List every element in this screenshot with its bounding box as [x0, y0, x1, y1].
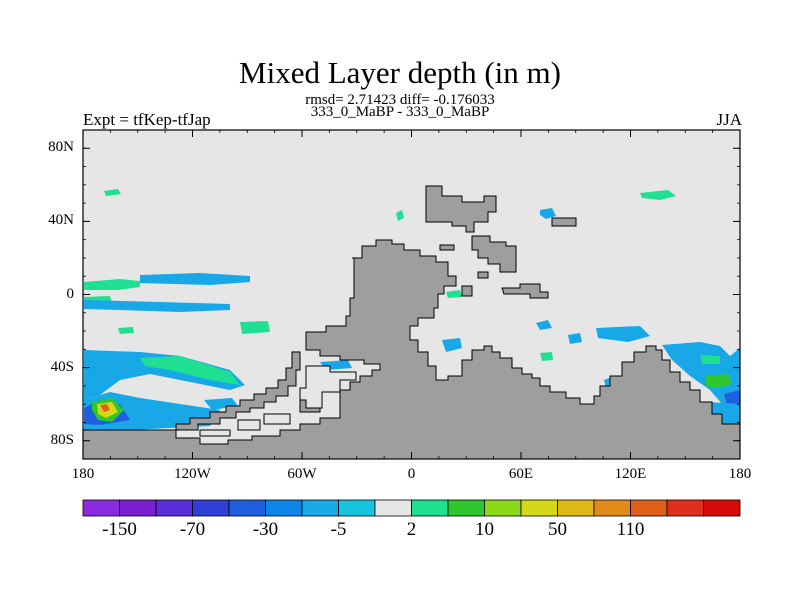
- anomaly-patch: [442, 338, 462, 352]
- x-tick-label: 120E: [614, 466, 647, 482]
- anomaly-patch: [540, 208, 556, 219]
- colorbar-label: 50: [548, 519, 567, 540]
- anomaly-patch: [540, 352, 553, 361]
- land-mass: [175, 351, 301, 431]
- plot-area: [82, 129, 741, 460]
- colorbar-box: [630, 499, 668, 517]
- anomaly-patch: [536, 320, 552, 330]
- land-mass: [461, 285, 473, 297]
- colorbar-label: -30: [252, 519, 279, 540]
- chart-title: Mixed Layer depth (in m): [239, 55, 561, 90]
- anomaly-patch: [640, 190, 676, 200]
- land-mass: [471, 235, 517, 273]
- land-mass: [477, 271, 489, 279]
- colorbar-box: [557, 499, 595, 517]
- chart-subtitle: 333_0_MaBP - 333_0_MaBP: [310, 104, 490, 120]
- x-tick-label: 120W: [174, 466, 211, 482]
- experiment-label: Expt = tfKep-tfJap: [83, 110, 211, 129]
- ocean-pocket: [263, 413, 291, 425]
- colorbar-box: [192, 499, 230, 517]
- colorbar-label: -150: [102, 519, 137, 540]
- colorbar-box: [520, 499, 558, 517]
- colorbar-label: -70: [179, 519, 206, 540]
- y-tick-label: 80N: [48, 139, 74, 156]
- y-tick-label: 40N: [48, 212, 74, 229]
- ocean-pocket: [299, 365, 357, 409]
- anomaly-patch: [84, 279, 140, 290]
- axis-ticks: [82, 129, 741, 460]
- colorbar-box: [411, 499, 449, 517]
- colorbar-box: [265, 499, 303, 517]
- colorbar-box: [301, 499, 339, 517]
- anomaly-patch: [118, 327, 134, 334]
- land-mass: [439, 244, 455, 251]
- anomaly-patch: [708, 402, 740, 428]
- colorbar-box: [228, 499, 266, 517]
- colorbar-box: [374, 499, 412, 517]
- colorbar-box: [338, 499, 376, 517]
- ocean-pocket: [237, 419, 261, 431]
- anomaly-patch: [140, 356, 240, 385]
- y-tick-label: 0: [66, 285, 75, 302]
- colorbar-label: 10: [475, 519, 494, 540]
- anomaly-patch: [706, 374, 732, 388]
- colorbar-box: [155, 499, 193, 517]
- x-tick-label: 180: [728, 466, 752, 482]
- anomaly-patch: [140, 273, 250, 285]
- season-label: JJA: [716, 110, 742, 129]
- anomaly-patch: [84, 300, 230, 312]
- colorbar-box: [447, 499, 485, 517]
- anomaly-patch: [84, 350, 245, 400]
- colorbar-box: [484, 499, 522, 517]
- land-mass: [82, 239, 741, 460]
- stats-line: rmsd= 2.71423 diff= -0.176033: [305, 92, 495, 108]
- x-tick-label: 60W: [287, 466, 317, 482]
- anomaly-patch: [662, 342, 740, 404]
- x-tick-label: 60E: [508, 466, 534, 482]
- land-mass: [551, 217, 577, 227]
- land-mass: [501, 283, 549, 299]
- colorbar-box: [666, 499, 704, 517]
- ocean-pocket: [199, 429, 231, 437]
- anomaly-patch: [104, 189, 121, 196]
- colorbar-box: [703, 499, 741, 517]
- colorbar-label: 110: [616, 519, 645, 540]
- land-mass: [425, 185, 497, 233]
- anomaly-patch: [396, 210, 404, 221]
- x-tick-label: 0: [407, 466, 416, 482]
- colorbar-box: [82, 499, 120, 517]
- colorbar-box: [593, 499, 631, 517]
- colorbar-label: -5: [330, 519, 347, 540]
- y-tick-label: 80S: [50, 431, 74, 448]
- anomaly-patch: [700, 355, 720, 364]
- anomaly-patch: [446, 290, 462, 298]
- colorbar-label: 2: [406, 519, 417, 540]
- anomaly-patch: [568, 333, 582, 344]
- anomaly-patch: [100, 404, 110, 412]
- anomaly-patch: [240, 321, 270, 334]
- colorbar-box: [119, 499, 157, 517]
- y-tick-label: 40S: [50, 358, 74, 375]
- anomaly-patch: [596, 326, 650, 342]
- x-tick-label: 180: [71, 466, 95, 482]
